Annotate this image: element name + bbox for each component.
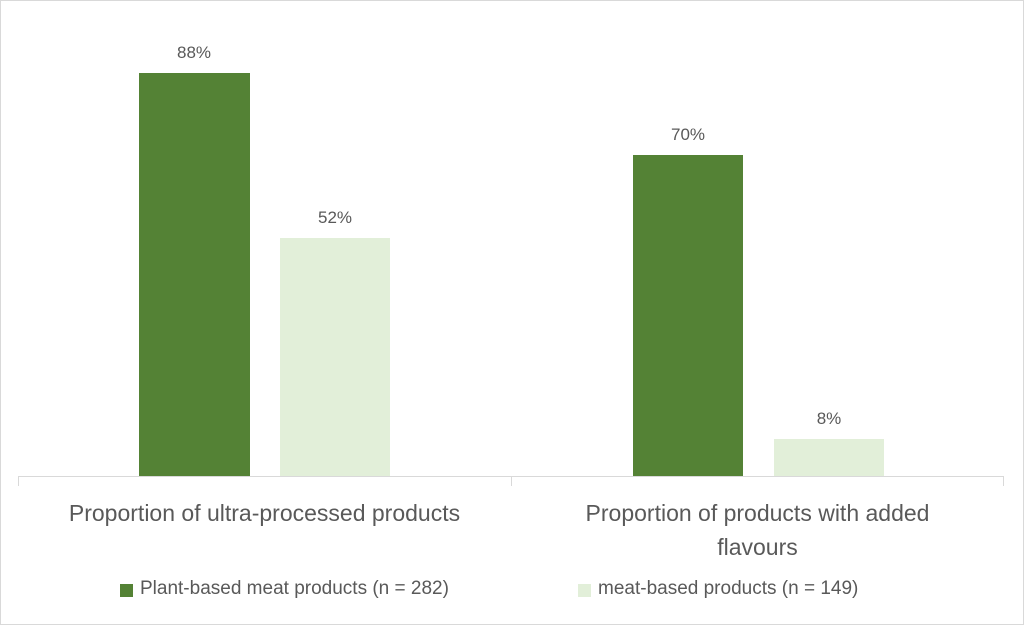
legend: Plant-based meat products (n = 282) meat… xyxy=(0,578,1024,608)
category-label-line: flavours xyxy=(717,534,798,560)
legend-item-plant-based: Plant-based meat products (n = 282) xyxy=(120,578,449,600)
category-label-line: Proportion of products with added xyxy=(585,500,930,526)
bar-plant-added-flavours xyxy=(633,155,743,476)
legend-swatch-light-green-icon xyxy=(578,584,591,597)
legend-label: Plant-based meat products (n = 282) xyxy=(140,578,449,599)
bar-plant-ultra-processed xyxy=(139,73,250,476)
bar-label-plant-ultra-processed: 88% xyxy=(176,43,212,62)
bar-meat-added-flavours xyxy=(774,439,884,476)
bar-label-meat-added-flavours: 8% xyxy=(816,409,842,428)
x-axis-tick xyxy=(1003,476,1004,486)
legend-item-meat-based: meat-based products (n = 149) xyxy=(578,578,858,600)
x-axis-tick xyxy=(511,476,512,486)
category-label-added-flavours: Proportion of products with added flavou… xyxy=(511,496,1004,564)
legend-label: meat-based products (n = 149) xyxy=(598,578,859,599)
legend-swatch-dark-green-icon xyxy=(120,584,133,597)
category-label-ultra-processed: Proportion of ultra-processed products xyxy=(18,496,511,530)
bar-meat-ultra-processed xyxy=(280,238,390,476)
category-label-line: Proportion of ultra-processed products xyxy=(68,500,461,526)
bar-label-plant-added-flavours: 70% xyxy=(670,125,706,144)
x-axis-tick xyxy=(18,476,19,486)
bar-label-meat-ultra-processed: 52% xyxy=(317,208,353,227)
